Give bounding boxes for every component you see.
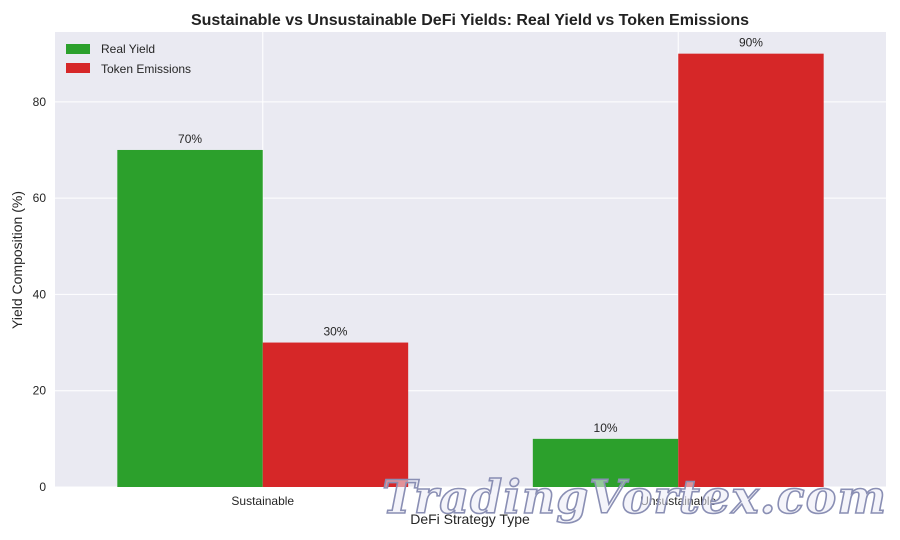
y-axis-ticks: 0 20 40 60 80 — [33, 95, 47, 494]
y-axis-label: Yield Composition (%) — [9, 191, 25, 329]
bar-real-yield — [532, 438, 679, 487]
legend-label-token-emissions: Token Emissions — [101, 62, 191, 76]
bar-token-emissions — [262, 342, 409, 487]
bar-value-label: 30% — [323, 325, 347, 339]
y-tick-label: 0 — [39, 480, 46, 494]
legend: Real Yield Token Emissions — [66, 42, 191, 76]
x-tick-label: Sustainable — [231, 494, 294, 508]
y-tick-label: 80 — [33, 95, 47, 109]
y-tick-label: 60 — [33, 191, 47, 205]
legend-label-real-yield: Real Yield — [101, 42, 155, 56]
y-tick-label: 20 — [33, 384, 47, 398]
legend-swatch-real-yield — [66, 44, 90, 54]
legend-swatch-token-emissions — [66, 63, 90, 73]
bar-value-label: 10% — [594, 421, 618, 435]
bar-real-yield — [117, 149, 263, 488]
bar-value-labels: 70% 10% 30% 90% — [178, 36, 763, 435]
x-axis-ticks: Sustainable Unsustainable — [231, 494, 716, 508]
watermark-text: TradingVortex.com — [382, 470, 887, 524]
bar-token-emissions — [678, 53, 824, 488]
chart-title: Sustainable vs Unsustainable DeFi Yields… — [191, 12, 749, 29]
bar-value-label: 70% — [178, 132, 202, 146]
bar-value-label: 90% — [739, 36, 763, 50]
y-tick-label: 40 — [33, 287, 47, 301]
x-axis-label: DeFi Strategy Type — [410, 511, 530, 527]
bars — [117, 53, 824, 488]
x-tick-label: Unsustainable — [640, 494, 716, 508]
